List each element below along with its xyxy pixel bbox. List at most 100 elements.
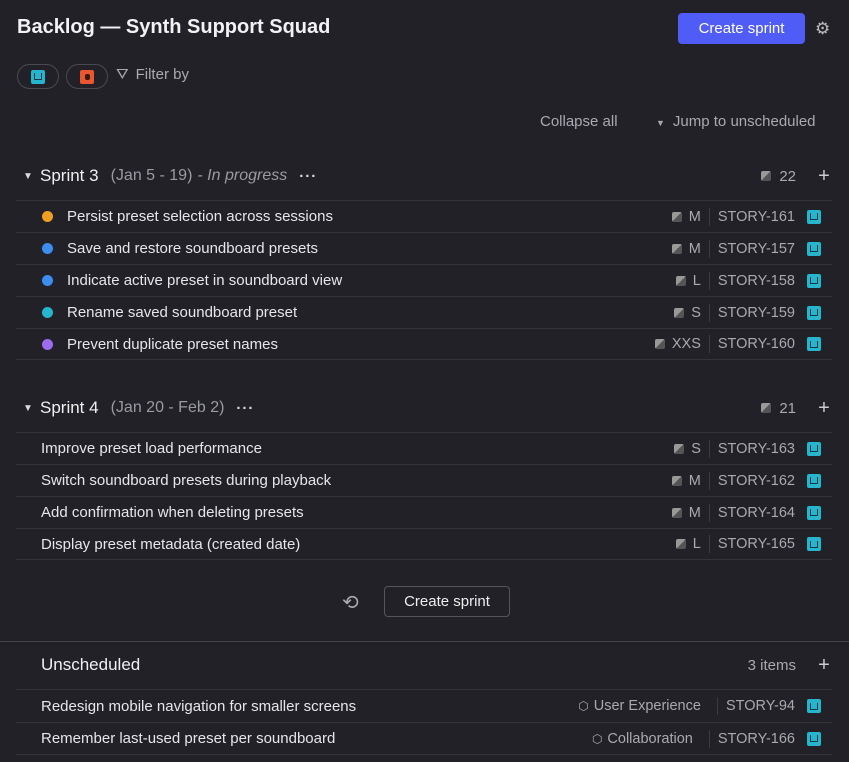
status-dot (42, 338, 53, 350)
item-key[interactable]: STORY-163 (717, 440, 795, 457)
sprint-header: ▼ Sprint 3 (Jan 5 - 19) - In progress ··… (16, 160, 832, 192)
table-row[interactable]: Display preset metadata (created date) L… (16, 528, 832, 560)
unscheduled-title: Unscheduled (41, 655, 141, 674)
unscheduled-count: 3 items (747, 656, 796, 674)
filter-icon: ⛛ (116, 66, 129, 83)
plus-icon[interactable]: + (818, 653, 830, 676)
story-icon (807, 305, 821, 320)
table-row[interactable]: Add confirmation when deleting presets M… (16, 496, 832, 528)
item-key[interactable]: STORY-94 (725, 698, 795, 714)
filter-bug-pill[interactable] (66, 64, 108, 89)
sprint-name: Sprint 3 (40, 166, 99, 185)
epic-icon: ⬡ (591, 731, 603, 746)
item-key[interactable]: STORY-157 (717, 240, 795, 257)
status-dot (42, 243, 53, 254)
item-key[interactable]: STORY-162 (717, 472, 795, 489)
item-size: M (688, 208, 701, 225)
item-title: Persist preset selection across sessions (67, 208, 333, 225)
estimate-icon (654, 339, 665, 349)
filter-label: Filter by (135, 66, 189, 83)
jump-label: Jump to unscheduled (672, 113, 816, 130)
jump-to-unscheduled-button[interactable]: ▼ Jump to unscheduled (656, 113, 816, 130)
story-icon (807, 441, 821, 456)
estimate-icon (675, 275, 686, 286)
sprint-header: ▼ Sprint 4 (Jan 20 - Feb 2) ··· 21 + (16, 392, 832, 424)
estimate-icon (671, 211, 682, 222)
story-icon (807, 731, 821, 746)
item-size: S (691, 440, 701, 457)
item-title: Add confirmation when deleting presets (41, 504, 304, 521)
table-row[interactable]: Switch soundboard presets during playbac… (16, 464, 832, 496)
story-icon (807, 209, 821, 224)
estimate-icon (675, 539, 686, 549)
item-title: Remember last-used preset per soundboard (41, 730, 336, 747)
table-row[interactable]: Prevent duplicate preset names XXS STORY-… (16, 328, 832, 360)
item-key[interactable]: STORY-159 (717, 304, 795, 321)
story-icon (807, 699, 821, 713)
sprint-points: 22 (779, 167, 796, 185)
item-key[interactable]: STORY-161 (717, 208, 795, 225)
filter-by-button[interactable]: ⛛ Filter by (116, 66, 189, 83)
estimate-icon (674, 443, 685, 454)
sprint-name: Sprint 4 (40, 398, 99, 417)
item-title: Indicate active preset in soundboard vie… (67, 272, 343, 289)
item-key[interactable]: STORY-158 (717, 272, 795, 289)
item-title: Display preset metadata (created date) (41, 535, 301, 553)
divider (0, 641, 849, 642)
item-size: M (688, 240, 701, 257)
item-size: L (692, 536, 701, 552)
more-icon[interactable]: ··· (299, 167, 318, 185)
item-title: Switch soundboard presets during playbac… (41, 472, 332, 489)
table-row[interactable]: Rename saved soundboard preset S STORY-15… (16, 296, 832, 328)
item-key[interactable]: STORY-165 (717, 536, 795, 552)
caret-down-icon[interactable]: ▼ (23, 170, 33, 182)
sprint-dates: (Jan 20 - Feb 2) (110, 399, 225, 416)
plus-icon[interactable]: + (818, 396, 830, 419)
item-key[interactable]: STORY-164 (717, 504, 795, 521)
page-title: Backlog — Synth Support Squad (17, 16, 331, 38)
sprint-dates: (Jan 5 - 19) (110, 167, 193, 184)
table-row[interactable]: Indicate active preset in soundboard vie… (16, 264, 832, 296)
table-row[interactable]: Save and restore soundboard presets M STO… (16, 232, 832, 264)
table-row[interactable]: Improve preset load performance S STORY-1… (16, 432, 832, 464)
plus-icon[interactable]: + (818, 164, 830, 187)
estimate-icon (671, 475, 682, 486)
sprint-icon: ⟲ (342, 592, 359, 614)
epic-icon: ⬡ (578, 699, 589, 713)
item-size: M (688, 504, 701, 521)
item-title: Prevent duplicate preset names (67, 335, 278, 353)
collapse-all-button[interactable]: Collapse all (540, 113, 618, 130)
estimate-icon (674, 307, 685, 318)
status-dot (42, 307, 53, 318)
status-dot (42, 211, 53, 222)
story-icon (807, 537, 821, 551)
filter-story-pill[interactable] (17, 64, 59, 89)
gear-icon[interactable]: ⚙ (815, 19, 831, 38)
create-sprint-secondary-button[interactable]: Create sprint (384, 586, 510, 617)
story-icon (31, 69, 45, 84)
story-icon (807, 473, 821, 488)
story-icon (807, 337, 821, 351)
story-icon (807, 505, 821, 520)
item-size: M (688, 472, 701, 489)
item-epic[interactable]: Collaboration (607, 730, 693, 747)
item-epic[interactable]: User Experience (593, 698, 701, 714)
table-row[interactable]: Remember last-used preset per soundboard… (16, 722, 832, 755)
more-icon[interactable]: ··· (236, 399, 255, 417)
create-sprint-button[interactable]: Create sprint (678, 13, 805, 44)
estimate-icon (761, 403, 772, 413)
item-key[interactable]: STORY-160 (717, 336, 795, 352)
table-row[interactable]: Persist preset selection across sessions… (16, 200, 832, 232)
table-row[interactable]: Redesign mobile navigation for smaller s… (16, 689, 832, 722)
caret-down-icon[interactable]: ▼ (23, 402, 33, 414)
bug-icon (80, 69, 94, 84)
item-key[interactable]: STORY-166 (717, 730, 795, 747)
unscheduled-header: Unscheduled 3 items + (16, 649, 832, 681)
estimate-icon (761, 171, 772, 181)
estimate-icon (671, 507, 682, 518)
caret-down-icon: ▼ (656, 118, 665, 128)
item-title: Rename saved soundboard preset (67, 304, 298, 321)
story-icon (807, 241, 821, 256)
sprint-points: 21 (779, 399, 796, 417)
item-title: Redesign mobile navigation for smaller s… (41, 697, 357, 715)
